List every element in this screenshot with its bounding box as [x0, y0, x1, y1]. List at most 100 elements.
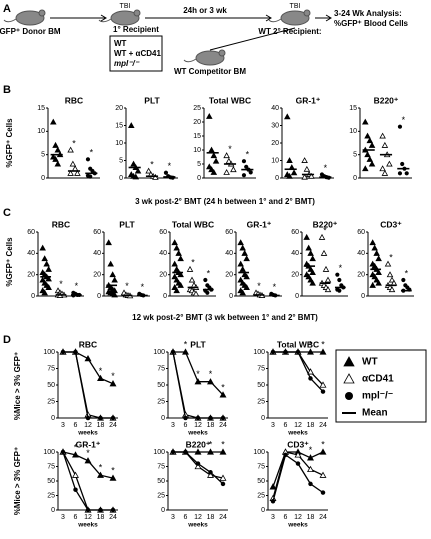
y-tick-label: 5 [119, 157, 123, 164]
significance-star: * [257, 281, 261, 291]
significance-star: * [321, 339, 325, 349]
marker [132, 173, 140, 180]
significance-star: * [191, 258, 195, 268]
marker [345, 392, 353, 400]
x-tick-label: 18 [97, 422, 105, 429]
y-tick-label: 50 [157, 478, 165, 485]
y-tick-label: 25 [47, 398, 55, 405]
marker [212, 157, 220, 164]
marker [45, 275, 52, 282]
significance-star: * [207, 268, 211, 278]
marker [362, 118, 369, 125]
marker [183, 415, 188, 421]
marker [373, 249, 380, 256]
chart-title: GR-1⁺ [296, 95, 321, 105]
marker [319, 471, 327, 478]
marker [320, 249, 328, 256]
x-tick-label: 3 [61, 514, 65, 521]
marker [105, 239, 112, 246]
y-axis-label: %GFP⁺ Cells [5, 118, 14, 168]
marker [173, 276, 180, 283]
significance-star: * [389, 252, 393, 262]
marker [60, 349, 66, 355]
marker [237, 239, 244, 246]
significance-star: * [221, 382, 225, 392]
y-tick-label: 5 [41, 152, 45, 159]
marker [305, 244, 312, 251]
chart-title: CD3⁺ [380, 219, 402, 229]
y-tick-label: 20 [27, 272, 35, 279]
marker [210, 168, 218, 175]
chart-title: Total WBC [172, 219, 214, 229]
x-tick-label: 3 [61, 422, 65, 429]
y-tick-label: 75 [257, 365, 265, 372]
marker [45, 265, 52, 272]
marker [186, 265, 194, 272]
x-axis-label: weeks [187, 522, 208, 529]
y-tick-label: 0 [295, 293, 299, 300]
chart-title: CD3⁺ [287, 439, 309, 449]
marker [397, 171, 403, 176]
marker [364, 151, 371, 158]
marker [368, 160, 376, 167]
marker [130, 160, 137, 167]
y-tick-label: 50 [257, 478, 265, 485]
significance-star: * [111, 371, 115, 381]
marker [173, 287, 180, 294]
significance-star: * [339, 263, 343, 273]
x-tick-label: 6 [184, 422, 188, 429]
y-tick-label: 60 [93, 229, 101, 236]
y-tick-label: 10 [37, 128, 45, 135]
marker [52, 155, 59, 162]
chart-title: PLT [190, 339, 206, 349]
marker [171, 239, 178, 246]
significance-star: * [309, 339, 313, 349]
panel-label: C [3, 207, 11, 219]
significance-star: * [323, 226, 327, 236]
legend-label: Mean [362, 408, 388, 419]
marker [50, 118, 57, 125]
y-tick-label: 25 [193, 105, 201, 112]
chart-title: B220⁺ [186, 439, 211, 449]
chart-title: RBC [79, 339, 97, 349]
marker [173, 244, 180, 251]
legend-label: WT [362, 357, 378, 368]
y-axis-label: %Mice > 3% GFP⁺ [13, 352, 22, 420]
y-tick-label: 100 [153, 449, 165, 456]
significance-star: * [246, 150, 250, 160]
y-tick-label: 25 [47, 492, 55, 499]
marker [369, 281, 376, 288]
marker [237, 276, 244, 283]
marker [305, 273, 312, 280]
marker [183, 449, 188, 455]
line [63, 351, 113, 419]
x-tick-label: 3 [171, 422, 175, 429]
x-tick-label: 3 [271, 514, 275, 521]
marker [371, 262, 378, 269]
marker [171, 273, 178, 280]
y-tick-label: 0 [261, 415, 265, 422]
y-tick-label: 20 [93, 272, 101, 279]
marker [109, 271, 116, 278]
significance-star: * [321, 439, 325, 449]
marker [54, 160, 62, 167]
y-tick-label: 0 [229, 293, 233, 300]
line [273, 351, 324, 386]
x-tick-label: 6 [284, 514, 288, 521]
x-tick-label: 12 [84, 514, 92, 521]
marker [109, 380, 117, 387]
y-tick-label: 0 [51, 507, 55, 514]
marker [307, 368, 314, 375]
marker [170, 449, 176, 455]
marker [195, 415, 201, 421]
marker [320, 389, 326, 394]
recipient-label: WT 2° Recipient: [258, 27, 321, 36]
significance-star: * [273, 282, 277, 292]
y-tick-label: 20 [291, 272, 299, 279]
marker [128, 122, 135, 128]
y-tick-label: 0 [163, 293, 167, 300]
marker [219, 474, 227, 481]
legend-label: αCD41 [362, 374, 394, 385]
marker [388, 276, 396, 283]
marker [97, 471, 104, 478]
